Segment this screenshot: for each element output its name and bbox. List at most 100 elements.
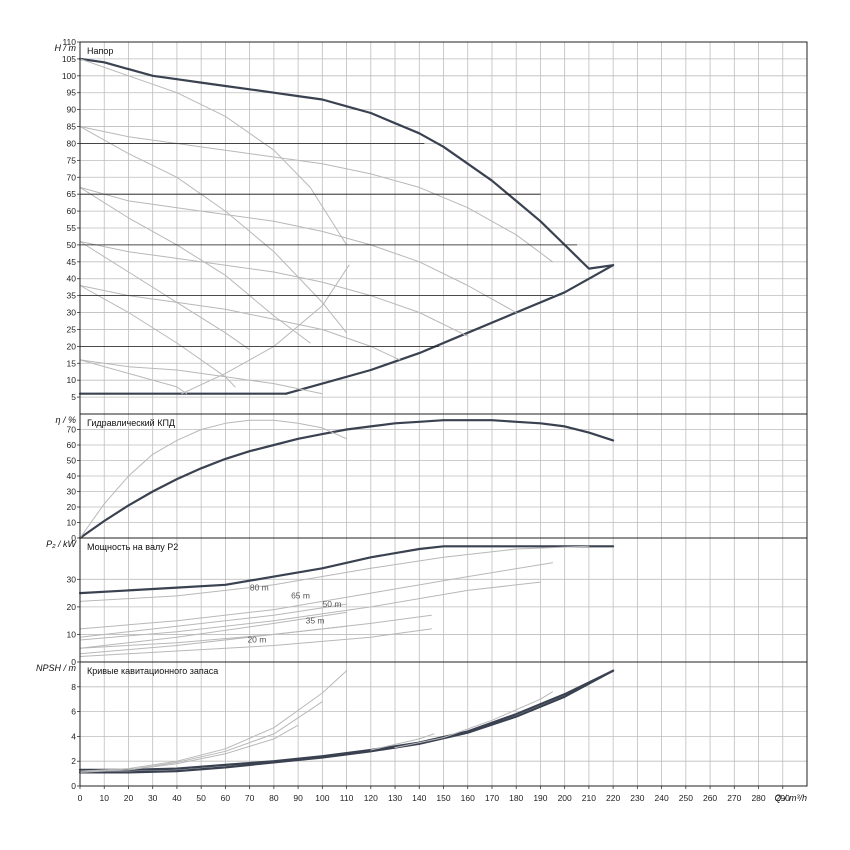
series-line-envelope (284, 264, 615, 395)
series-line-operating (79, 581, 541, 641)
y-tick-label: 30 (67, 487, 77, 497)
series-line-operating (79, 419, 348, 539)
y-tick-label: 30 (67, 574, 77, 584)
x-tick-label: 290 (776, 793, 790, 803)
y-tick-label: 95 (67, 88, 77, 98)
y-tick-label: 55 (67, 223, 77, 233)
panel-title: Напор (87, 46, 113, 56)
y-tick-label: 100 (62, 71, 76, 81)
y-tick-label: 110 (62, 37, 76, 47)
y-tick-label: 20 (67, 602, 77, 612)
x-tick-label: 100 (315, 793, 329, 803)
y-tick-label: 50 (67, 456, 77, 466)
y-axis-label: H / m (55, 43, 77, 53)
x-tick-label: 40 (172, 793, 182, 803)
series-line-operating (79, 58, 348, 246)
curve-label: 50 m (323, 599, 342, 609)
series-line-operating (79, 285, 401, 361)
series-line-operating (79, 359, 323, 395)
series-line-operating (79, 603, 348, 638)
x-tick-label: 30 (148, 793, 158, 803)
x-tick-label: 220 (606, 793, 620, 803)
curve-label: 35 m (306, 615, 325, 625)
x-tick-label: 150 (436, 793, 450, 803)
series-line-operating (79, 359, 188, 395)
panel-title: Гидравлический КПД (87, 418, 175, 428)
panel-3: 0 2 4 6 8 Кривые кавитационного запаса NPSH / … (36, 661, 808, 803)
y-tick-label: 65 (67, 189, 77, 199)
y-tick-label: 75 (67, 155, 77, 165)
x-tick-label: 240 (655, 793, 669, 803)
y-tick-label: 0 (71, 781, 76, 791)
x-tick-label: 80 (269, 793, 279, 803)
x-tick-label: 200 (558, 793, 572, 803)
y-tick-label: 20 (67, 502, 77, 512)
panel-0: 5 10 15 20 25 30 35 40 45 50 55 60 65 70 75 80 85 90 95 100… (55, 37, 808, 415)
x-tick-label: 110 (340, 793, 354, 803)
series-line-operating (79, 186, 517, 313)
y-tick-label: 70 (67, 425, 77, 435)
y-tick-label: 35 (67, 291, 77, 301)
series-line-operating (79, 241, 251, 351)
series-line-operating (79, 545, 590, 602)
x-tick-label: 250 (679, 793, 693, 803)
y-tick-label: 50 (67, 240, 77, 250)
y-axis-label: η / % (55, 415, 76, 425)
x-tick-label: 130 (388, 793, 402, 803)
y-tick-label: 40 (67, 471, 77, 481)
x-tick-label: 260 (703, 793, 717, 803)
series-line-operating (79, 562, 553, 630)
y-tick-label: 30 (67, 308, 77, 318)
x-tick-label: 20 (124, 793, 134, 803)
panel-title: Мощность на валу P2 (87, 542, 178, 552)
x-tick-label: 60 (221, 793, 231, 803)
panel-title: Кривые кавитационного запаса (87, 666, 218, 676)
curve-label: 65 m (291, 591, 310, 601)
y-tick-label: 105 (62, 54, 76, 64)
series-line-envelope (78, 419, 615, 540)
series-line-operating (394, 691, 553, 749)
curve-label: 80 m (250, 582, 269, 592)
series-line-operating (79, 186, 311, 344)
series-line-operating (79, 126, 348, 334)
y-tick-label: 10 (67, 375, 77, 385)
series-line-envelope (78, 669, 615, 774)
x-tick-label: 210 (582, 793, 596, 803)
y-tick-label: 45 (67, 257, 77, 267)
series-line-envelope (78, 669, 615, 772)
series-line-operating (79, 611, 348, 649)
y-tick-label: 6 (71, 707, 76, 717)
series-line-operating (79, 285, 236, 388)
x-axis-label: Q / m³/h (774, 793, 807, 803)
x-tick-label: 0 (78, 793, 83, 803)
x-tick-label: 70 (245, 793, 255, 803)
x-tick-label: 280 (751, 793, 765, 803)
series-line-envelope (78, 545, 615, 595)
y-tick-label: 0 (71, 533, 76, 543)
y-tick-label: 8 (71, 682, 76, 692)
x-tick-label: 160 (461, 793, 475, 803)
y-tick-label: 20 (67, 341, 77, 351)
series-line-operating (79, 126, 553, 263)
x-tick-label: 180 (509, 793, 523, 803)
panel-1: 0 10 20 30 40 50 60 70 Гидравлический КПД η / % (55, 413, 808, 543)
series-line-operating (79, 241, 469, 337)
x-tick-label: 170 (485, 793, 499, 803)
y-tick-label: 10 (67, 629, 77, 639)
y-tick-label: 4 (71, 731, 76, 741)
y-tick-label: 70 (67, 172, 77, 182)
y-tick-label: 15 (67, 358, 77, 368)
y-tick-label: 2 (71, 756, 76, 766)
y-tick-label: 25 (67, 324, 77, 334)
x-tick-label: 50 (196, 793, 206, 803)
series-line-envelope (78, 57, 615, 270)
x-tick-label: 10 (99, 793, 109, 803)
y-tick-label: 60 (67, 440, 77, 450)
y-axis-label: NPSH / m (36, 663, 77, 673)
x-tick-label: 140 (412, 793, 426, 803)
curve-label: 20 m (247, 635, 266, 645)
series-line-operating (79, 625, 348, 655)
x-tick-label: 190 (533, 793, 547, 803)
y-tick-label: 90 (67, 105, 77, 115)
